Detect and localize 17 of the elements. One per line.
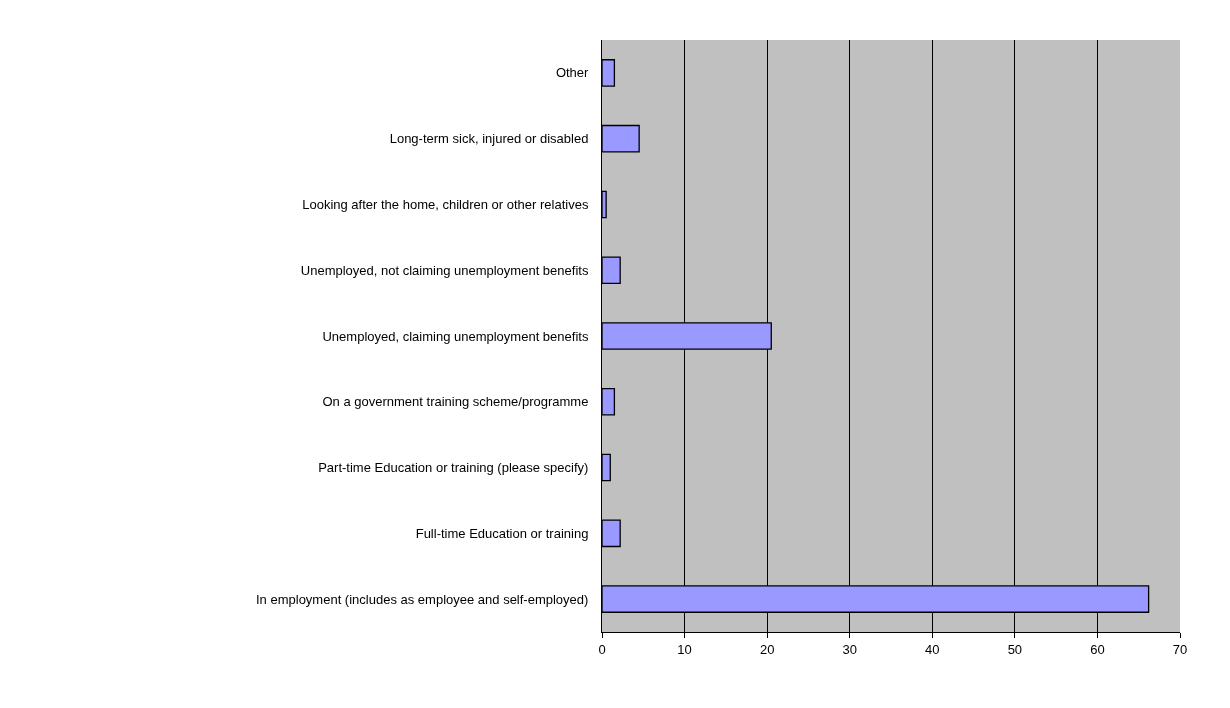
y-tick-label: Long-term sick, injured or disabled — [389, 131, 589, 147]
y-tick-label: In employment (includes as employee and self-employed) — [256, 591, 589, 607]
y-tick-label: Looking after the home, children or other relatives — [302, 196, 589, 212]
x-tick-label: 20 — [759, 641, 775, 657]
x-tick-label: 60 — [1090, 641, 1105, 657]
x-tick-label: 40 — [925, 641, 940, 657]
y-tick-label: Other — [555, 65, 590, 81]
y-tick-label: Part-time Education or training (please specify) — [318, 460, 589, 476]
y-tick-label: Unemployed, claiming unemployment benefits — [322, 328, 589, 344]
x-tick-label: 50 — [1007, 641, 1023, 657]
y-tick-label: Full-time Education or training — [415, 525, 589, 541]
x-tick-label: 10 — [677, 641, 692, 657]
x-tick-label: 70 — [1172, 641, 1188, 657]
x-tick-label: 0 — [598, 641, 606, 657]
x-tick-label: 30 — [842, 641, 857, 657]
y-tick-label: Unemployed, not claiming unemployment benefits — [300, 262, 589, 278]
y-tick-label: On a government training scheme/programme — [322, 394, 589, 410]
